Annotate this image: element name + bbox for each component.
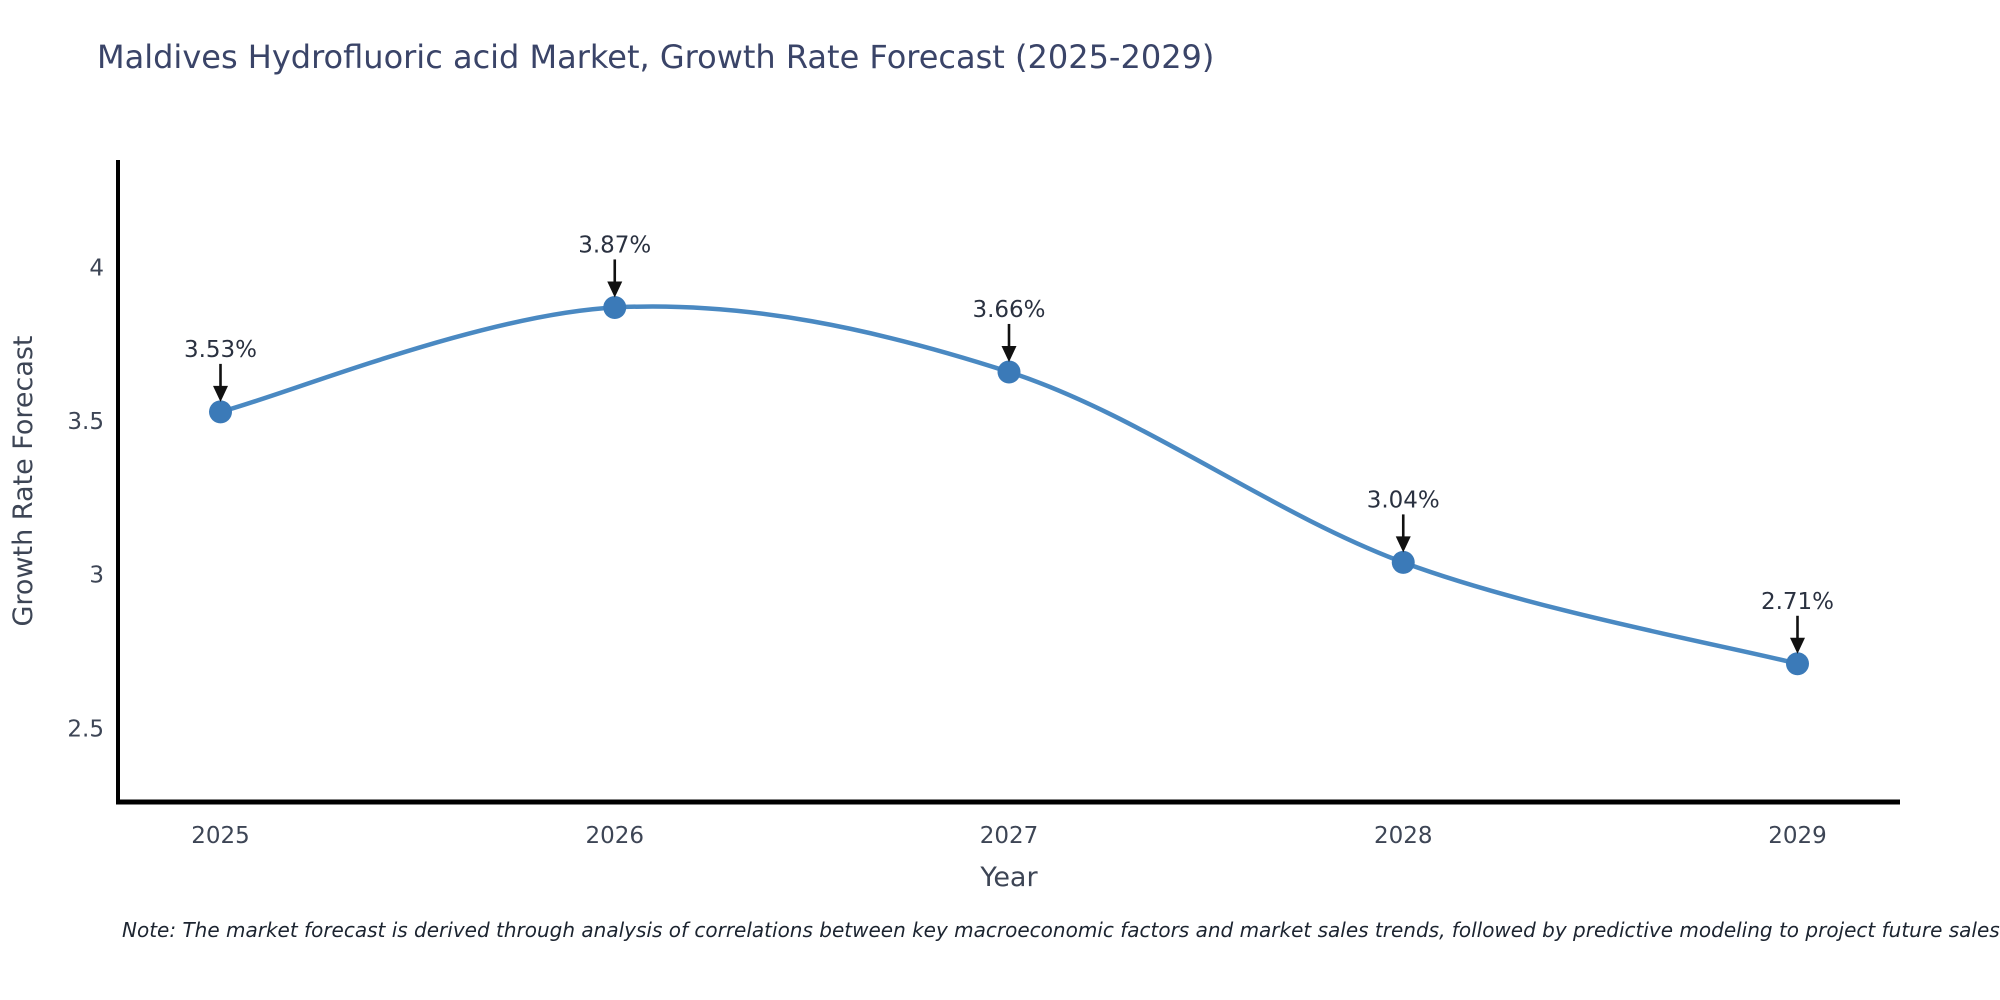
data-point-2027[interactable]	[997, 360, 1021, 384]
point-annotation-label: 3.87%	[578, 232, 651, 258]
annotation-arrowhead-icon	[607, 281, 623, 298]
data-point-2025[interactable]	[209, 400, 233, 424]
footnote: Note: The market forecast is derived thr…	[122, 918, 2000, 942]
x-tick-label: 2025	[191, 823, 250, 849]
data-point-2028[interactable]	[1391, 550, 1415, 574]
chart-title: Maldives Hydrofluoric acid Market, Growt…	[97, 38, 1215, 76]
y-axis-title: Growth Rate Forecast	[8, 335, 39, 626]
annotation-arrowhead-icon	[1789, 637, 1805, 654]
x-tick-label: 2026	[585, 823, 644, 849]
annotation-arrowhead-icon	[213, 385, 229, 402]
point-annotation-label: 3.66%	[972, 297, 1045, 323]
y-tick-label: 3	[89, 563, 104, 589]
x-tick-label: 2028	[1374, 823, 1433, 849]
x-tick-label: 2029	[1768, 823, 1827, 849]
x-axis-title: Year	[979, 862, 1038, 893]
point-annotation-label: 3.04%	[1367, 487, 1440, 513]
point-annotation-label: 3.53%	[184, 337, 257, 363]
x-tick-label: 2027	[980, 823, 1039, 849]
y-tick-label: 4	[89, 256, 104, 282]
y-tick-label: 3.5	[67, 409, 104, 435]
annotation-arrowhead-icon	[1395, 536, 1411, 553]
annotation-arrowhead-icon	[1001, 345, 1017, 362]
y-tick-label: 2.5	[67, 716, 104, 742]
data-point-2026[interactable]	[603, 295, 627, 319]
data-point-2029[interactable]	[1785, 652, 1809, 676]
point-annotation-label: 2.71%	[1761, 589, 1834, 615]
